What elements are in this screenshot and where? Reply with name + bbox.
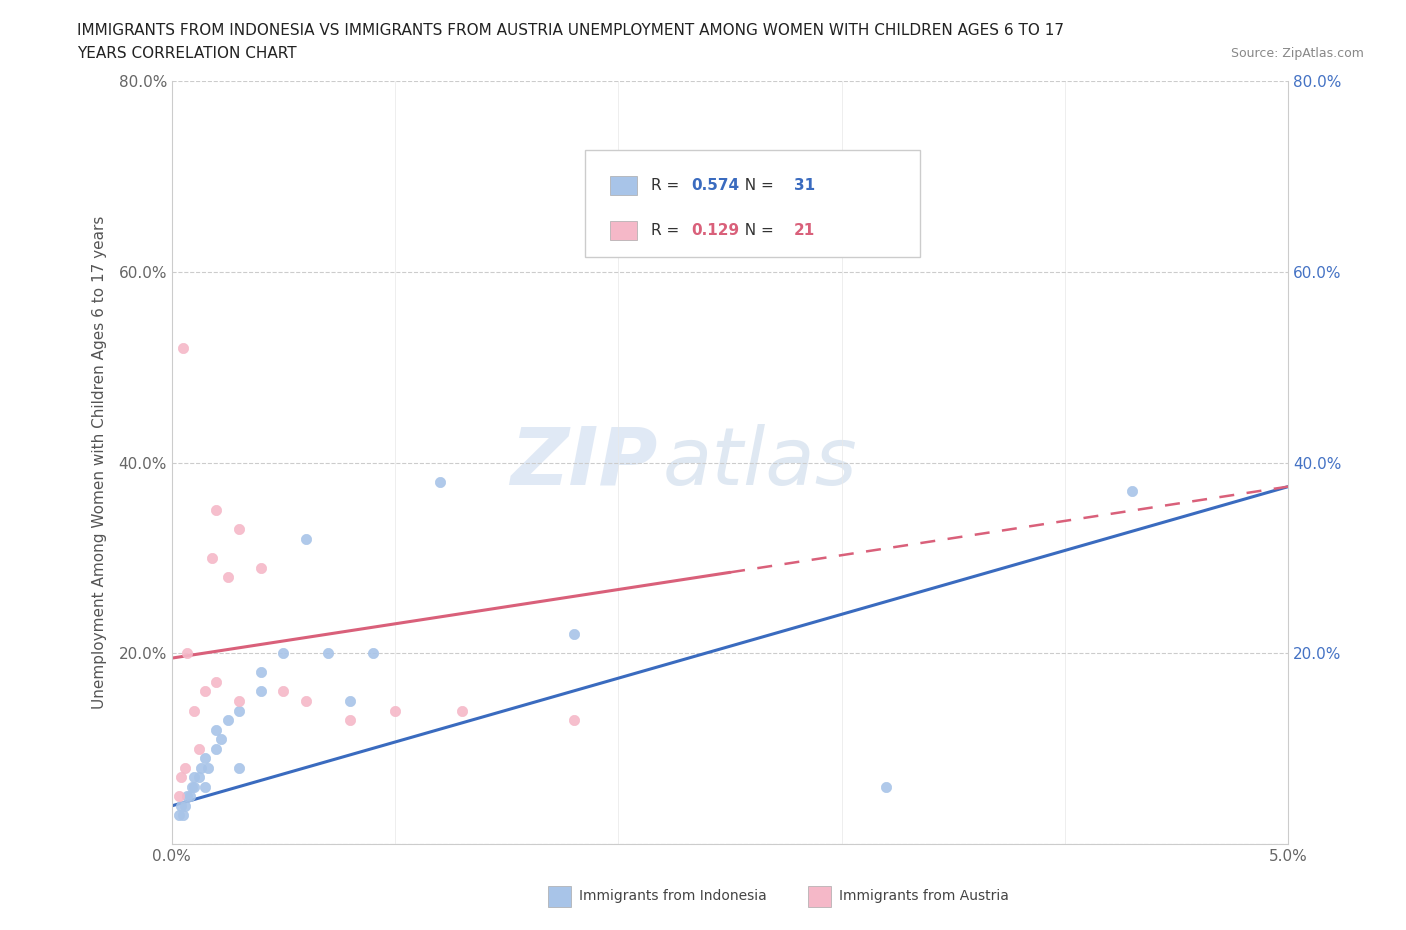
Point	[361, 646, 384, 661]
Point	[205, 741, 228, 756]
Point	[187, 741, 209, 756]
Point	[875, 779, 897, 794]
Text: atlas: atlas	[664, 424, 858, 501]
Point	[183, 779, 205, 794]
Text: N =: N =	[734, 223, 778, 238]
Point	[174, 799, 197, 814]
Text: 0.574: 0.574	[690, 178, 740, 193]
Point	[228, 522, 250, 537]
Point	[339, 712, 361, 727]
Point	[451, 703, 474, 718]
Point	[209, 732, 232, 747]
FancyBboxPatch shape	[610, 221, 637, 241]
Text: Immigrants from Indonesia: Immigrants from Indonesia	[579, 889, 768, 903]
Point	[250, 665, 273, 680]
Point	[172, 341, 194, 356]
Point	[316, 646, 339, 661]
Point	[228, 703, 250, 718]
Text: 31: 31	[794, 178, 815, 193]
Point	[429, 474, 451, 489]
Text: R =: R =	[651, 223, 683, 238]
Point	[273, 684, 295, 699]
Text: Source: ZipAtlas.com: Source: ZipAtlas.com	[1230, 46, 1364, 60]
FancyBboxPatch shape	[585, 150, 920, 257]
Point	[228, 694, 250, 709]
Point	[194, 779, 217, 794]
Point	[170, 770, 193, 785]
Point	[176, 646, 198, 661]
Point	[273, 646, 295, 661]
Point	[562, 712, 585, 727]
Point	[194, 751, 217, 765]
Text: 0.129: 0.129	[690, 223, 740, 238]
Point	[250, 684, 273, 699]
Point	[384, 703, 406, 718]
Text: R =: R =	[651, 178, 683, 193]
Point	[190, 761, 212, 776]
Point	[170, 799, 193, 814]
Text: ZIP: ZIP	[510, 424, 658, 501]
Point	[294, 532, 316, 547]
Text: 21: 21	[794, 223, 815, 238]
Point	[562, 627, 585, 642]
Point	[217, 570, 239, 585]
Point	[205, 723, 228, 737]
Point	[187, 770, 209, 785]
Point	[205, 674, 228, 689]
Point	[250, 560, 273, 575]
Point	[205, 503, 228, 518]
Point	[228, 761, 250, 776]
Y-axis label: Unemployment Among Women with Children Ages 6 to 17 years: Unemployment Among Women with Children A…	[93, 216, 107, 710]
Point	[201, 551, 224, 565]
Text: YEARS CORRELATION CHART: YEARS CORRELATION CHART	[77, 46, 297, 61]
Point	[172, 808, 194, 823]
Text: IMMIGRANTS FROM INDONESIA VS IMMIGRANTS FROM AUSTRIA UNEMPLOYMENT AMONG WOMEN WI: IMMIGRANTS FROM INDONESIA VS IMMIGRANTS …	[77, 23, 1064, 38]
Text: Immigrants from Austria: Immigrants from Austria	[839, 889, 1010, 903]
Point	[183, 703, 205, 718]
Point	[180, 779, 202, 794]
Point	[167, 789, 190, 804]
Point	[176, 789, 198, 804]
Point	[1121, 484, 1143, 498]
Point	[194, 684, 217, 699]
FancyBboxPatch shape	[610, 176, 637, 194]
Point	[174, 761, 197, 776]
Point	[167, 808, 190, 823]
Point	[294, 694, 316, 709]
Point	[197, 761, 219, 776]
Point	[179, 789, 201, 804]
Point	[183, 770, 205, 785]
Text: N =: N =	[734, 178, 778, 193]
Point	[217, 712, 239, 727]
Point	[339, 694, 361, 709]
